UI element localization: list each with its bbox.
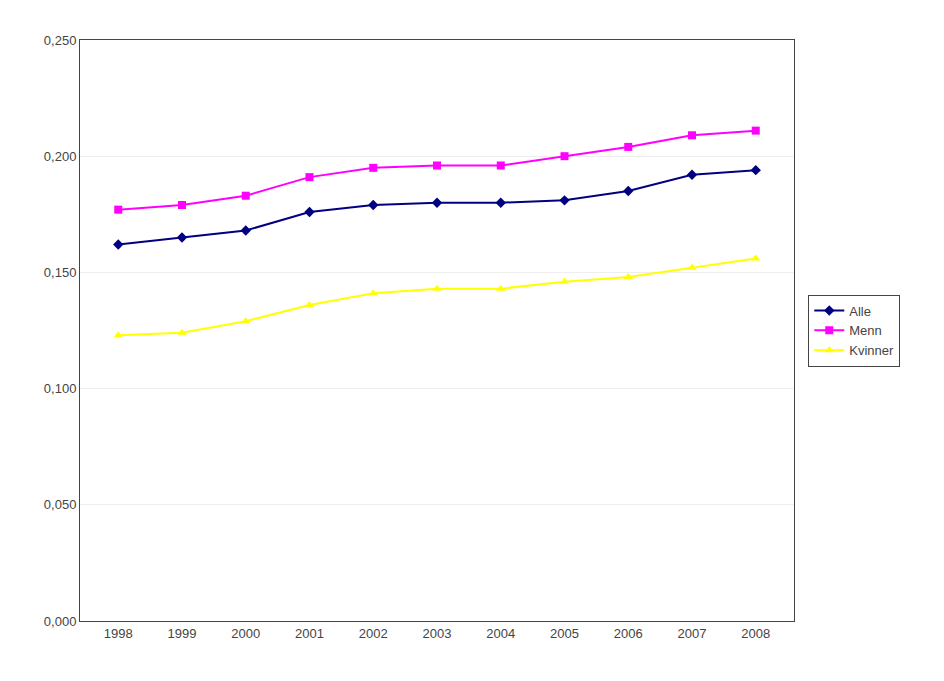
svg-text:1998: 1998 (104, 626, 133, 641)
svg-text:0,000: 0,000 (44, 614, 77, 629)
svg-text:2006: 2006 (614, 626, 643, 641)
svg-text:2004: 2004 (486, 626, 515, 641)
svg-text:Alle: Alle (849, 304, 871, 319)
svg-text:0,050: 0,050 (44, 497, 77, 512)
svg-text:0,100: 0,100 (44, 381, 77, 396)
svg-text:0,150: 0,150 (44, 265, 77, 280)
svg-text:2001: 2001 (295, 626, 324, 641)
svg-text:2007: 2007 (678, 626, 707, 641)
svg-text:2005: 2005 (550, 626, 579, 641)
svg-text:2000: 2000 (231, 626, 260, 641)
svg-text:Kvinner: Kvinner (849, 343, 894, 358)
svg-text:1999: 1999 (168, 626, 197, 641)
svg-text:2003: 2003 (423, 626, 452, 641)
svg-text:0,200: 0,200 (44, 149, 77, 164)
svg-text:0,250: 0,250 (44, 33, 77, 48)
svg-text:2002: 2002 (359, 626, 388, 641)
svg-text:2008: 2008 (741, 626, 770, 641)
svg-text:Menn: Menn (849, 323, 882, 338)
